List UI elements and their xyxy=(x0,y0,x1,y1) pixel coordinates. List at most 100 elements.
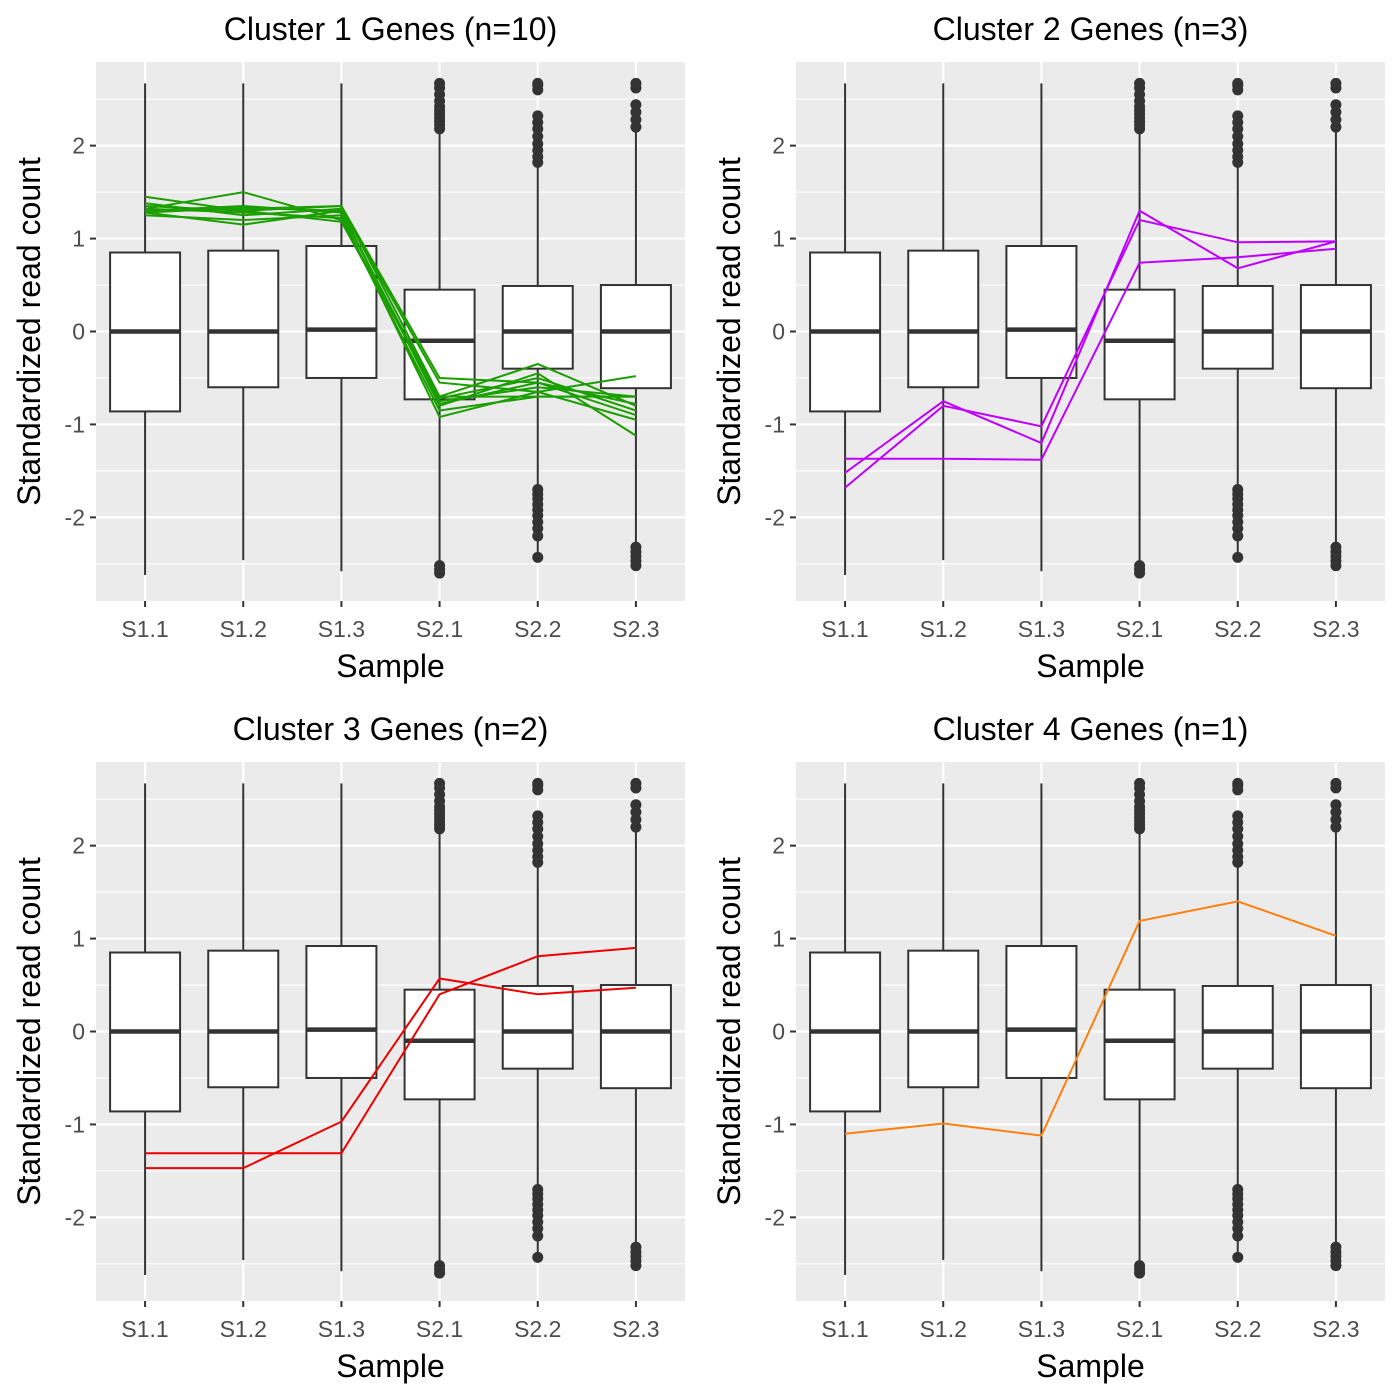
boxplot-S1.2 xyxy=(207,83,280,561)
outlier-point xyxy=(630,799,642,811)
panel-title: Cluster 1 Genes (n=10) xyxy=(224,11,558,47)
x-tick-label: S2.3 xyxy=(612,1316,659,1342)
outlier-point xyxy=(532,777,544,789)
box-iqr xyxy=(1201,984,1274,1070)
boxplot-S1.2 xyxy=(907,83,980,561)
box-iqr xyxy=(305,945,378,1079)
x-tick-label: S1.3 xyxy=(1018,1316,1065,1342)
y-axis-title: Standardized read count xyxy=(711,857,747,1206)
box-iqr xyxy=(1201,284,1274,370)
panel-4: Cluster 4 Genes (n=1) -2 -1 0 1 2 S1.1 S1.2 S1.3… xyxy=(711,711,1385,1384)
boxplot-S1.3 xyxy=(305,783,378,1272)
outlier-point xyxy=(630,77,642,89)
outlier-point xyxy=(532,1251,544,1263)
box-iqr xyxy=(207,249,280,389)
box-iqr xyxy=(1299,984,1372,1090)
y-axis-title: Standardized read count xyxy=(711,157,747,506)
panel-title: Cluster 2 Genes (n=3) xyxy=(933,11,1249,47)
outlier-point xyxy=(532,77,544,89)
x-axis-title: Sample xyxy=(1036,1348,1145,1384)
outlier-point xyxy=(630,99,642,111)
boxplot-S2.1 xyxy=(403,777,476,1279)
outlier-point xyxy=(1232,1230,1244,1242)
outlier-point xyxy=(1330,799,1342,811)
x-tick-label: S2.1 xyxy=(1116,616,1163,642)
gene-line xyxy=(145,205,637,412)
x-tick-label: S1.2 xyxy=(920,616,967,642)
outlier-point xyxy=(434,567,446,579)
x-tick-label: S1.1 xyxy=(121,616,168,642)
outlier-point xyxy=(1232,777,1244,789)
x-tick-label: S1.1 xyxy=(821,1316,868,1342)
boxplot-S1.3 xyxy=(1005,83,1078,572)
y-tick-label: 2 xyxy=(772,833,785,859)
gene-line xyxy=(844,209,1337,474)
boxplot-S1.2 xyxy=(907,783,980,1261)
outlier-point xyxy=(1134,77,1146,89)
outlier-point xyxy=(1232,77,1244,89)
outlier-point xyxy=(1330,777,1342,789)
boxplot-S1.3 xyxy=(305,83,378,572)
box-iqr xyxy=(403,988,476,1101)
outlier-point xyxy=(1232,530,1244,542)
outlier-point xyxy=(1232,551,1244,563)
y-tick-label: -1 xyxy=(65,1111,85,1137)
boxplot-S2.2 xyxy=(1201,77,1274,563)
gene-line xyxy=(844,218,1336,489)
gene-line xyxy=(145,977,636,1170)
panel-2: Cluster 2 Genes (n=3) -2 -1 0 1 2 S1.1 S1.2 S1.3… xyxy=(711,11,1385,684)
gene-line xyxy=(145,946,636,1155)
x-tick-label: S2.3 xyxy=(1312,1316,1359,1342)
outlier-point xyxy=(1330,99,1342,111)
x-tick-label: S2.1 xyxy=(416,1316,463,1342)
x-tick-label: S2.2 xyxy=(1214,616,1261,642)
y-axis-title: Standardized read count xyxy=(11,857,47,1206)
box-iqr xyxy=(1005,245,1078,379)
x-axis-title: Sample xyxy=(336,648,445,684)
outlier-point xyxy=(1134,1267,1146,1279)
y-tick-label: 1 xyxy=(72,226,85,252)
panel-title: Cluster 4 Genes (n=1) xyxy=(933,711,1249,747)
box-iqr xyxy=(1299,284,1372,390)
box-iqr xyxy=(501,284,574,370)
x-tick-label: S2.1 xyxy=(1116,1316,1163,1342)
panel-3: Cluster 3 Genes (n=2) -2 -1 0 1 2 S1.1 S1.2 S1.3… xyxy=(11,711,685,1384)
boxplot-S2.1 xyxy=(1103,777,1176,1279)
y-tick-label: -2 xyxy=(65,1204,85,1230)
x-axis-title: Sample xyxy=(336,1348,445,1384)
x-tick-label: S1.3 xyxy=(1018,616,1065,642)
y-tick-label: 0 xyxy=(72,1019,85,1045)
outlier-point xyxy=(532,810,544,822)
boxplot-S1.1 xyxy=(809,783,882,1275)
gene-line xyxy=(145,206,637,406)
x-tick-label: S1.2 xyxy=(920,1316,967,1342)
x-tick-label: S1.3 xyxy=(318,1316,365,1342)
box-iqr xyxy=(1103,988,1176,1101)
x-tick-label: S2.2 xyxy=(514,616,561,642)
x-tick-label: S2.2 xyxy=(514,1316,561,1342)
boxplot-S2.3 xyxy=(599,77,672,572)
box-iqr xyxy=(907,949,980,1089)
x-tick-label: S2.3 xyxy=(1312,616,1359,642)
y-tick-label: -1 xyxy=(765,1111,785,1137)
outlier-point xyxy=(630,1260,642,1272)
boxplot-S2.2 xyxy=(501,77,574,563)
outlier-point xyxy=(532,551,544,563)
x-tick-label: S1.1 xyxy=(821,616,868,642)
y-tick-label: 0 xyxy=(772,1019,785,1045)
box-iqr xyxy=(1103,288,1176,401)
outlier-point xyxy=(1330,77,1342,89)
y-tick-label: 2 xyxy=(72,133,85,159)
y-tick-label: 1 xyxy=(772,926,785,952)
boxplot-S2.3 xyxy=(1299,777,1372,1272)
y-tick-label: 1 xyxy=(72,926,85,952)
boxplot-S1.1 xyxy=(809,83,882,575)
outlier-point xyxy=(434,77,446,89)
boxplot-S1.2 xyxy=(207,783,280,1261)
gene-line xyxy=(845,247,1336,461)
boxplot-S1.3 xyxy=(1005,783,1078,1272)
y-tick-label: 0 xyxy=(72,319,85,345)
x-tick-label: S2.3 xyxy=(612,616,659,642)
x-tick-label: S2.2 xyxy=(1214,1316,1261,1342)
